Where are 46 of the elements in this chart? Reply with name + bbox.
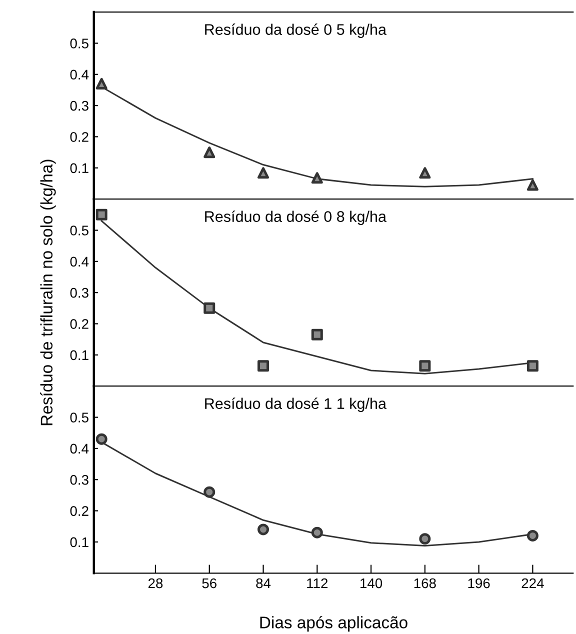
- point: [258, 167, 270, 179]
- point: [419, 167, 431, 179]
- y-axis-title: Resíduo de trifluralin no solo (kg/ha): [40, 160, 56, 426]
- x-tick-label: 56: [202, 578, 216, 588]
- y-tick-label: 0.5: [70, 412, 88, 422]
- point: [419, 360, 431, 372]
- point: [526, 179, 538, 191]
- point: [419, 533, 431, 545]
- point: [258, 524, 270, 536]
- x-tick-label: 196: [468, 578, 490, 588]
- point: [96, 433, 108, 445]
- point: [526, 530, 538, 542]
- y-tick-label: 0.3: [70, 474, 88, 485]
- y-tick-label: 0.1: [70, 537, 88, 548]
- y-tick-label: 0.2: [70, 132, 88, 142]
- point: [204, 146, 216, 158]
- y-tick-label: 0.3: [70, 288, 88, 298]
- x-tick-label: 28: [148, 578, 163, 588]
- x-axis-title: Dias após aplicacão: [260, 616, 408, 632]
- x-tick-label: 140: [360, 578, 382, 588]
- y-tick-label: 0.4: [70, 444, 89, 454]
- y-tick-label: 0.1: [70, 350, 88, 360]
- y-tick-label: 0.4: [70, 256, 89, 267]
- point: [96, 78, 108, 90]
- y-tick-label: 0.1: [70, 163, 88, 174]
- point: [311, 328, 323, 340]
- y-tick-label: 0.3: [70, 100, 88, 111]
- text: Resíduo da dosé 0 5 kg/ha: [205, 24, 386, 38]
- x-tick-label: 168: [414, 578, 436, 588]
- point: [258, 360, 270, 372]
- point: [311, 172, 323, 184]
- point: [204, 486, 216, 498]
- y-tick-label: 0.5: [70, 38, 88, 48]
- x-tick-label: 112: [307, 578, 328, 588]
- text: Resíduo da dosé 0 8 kg/ha: [205, 210, 386, 225]
- point: [311, 526, 323, 538]
- x-tick-label: 84: [256, 578, 271, 588]
- point: [204, 302, 216, 314]
- text: Resíduo da dosé 1 1 kg/ha: [205, 398, 386, 412]
- y-tick-label: 0.2: [70, 319, 88, 329]
- point: [96, 208, 108, 220]
- y-tick-label: 0.5: [70, 226, 88, 236]
- y-tick-label: 0.2: [70, 506, 88, 516]
- x-tick-label: 224: [522, 578, 544, 588]
- y-tick-label: 0.4: [70, 70, 89, 80]
- point: [526, 360, 538, 372]
